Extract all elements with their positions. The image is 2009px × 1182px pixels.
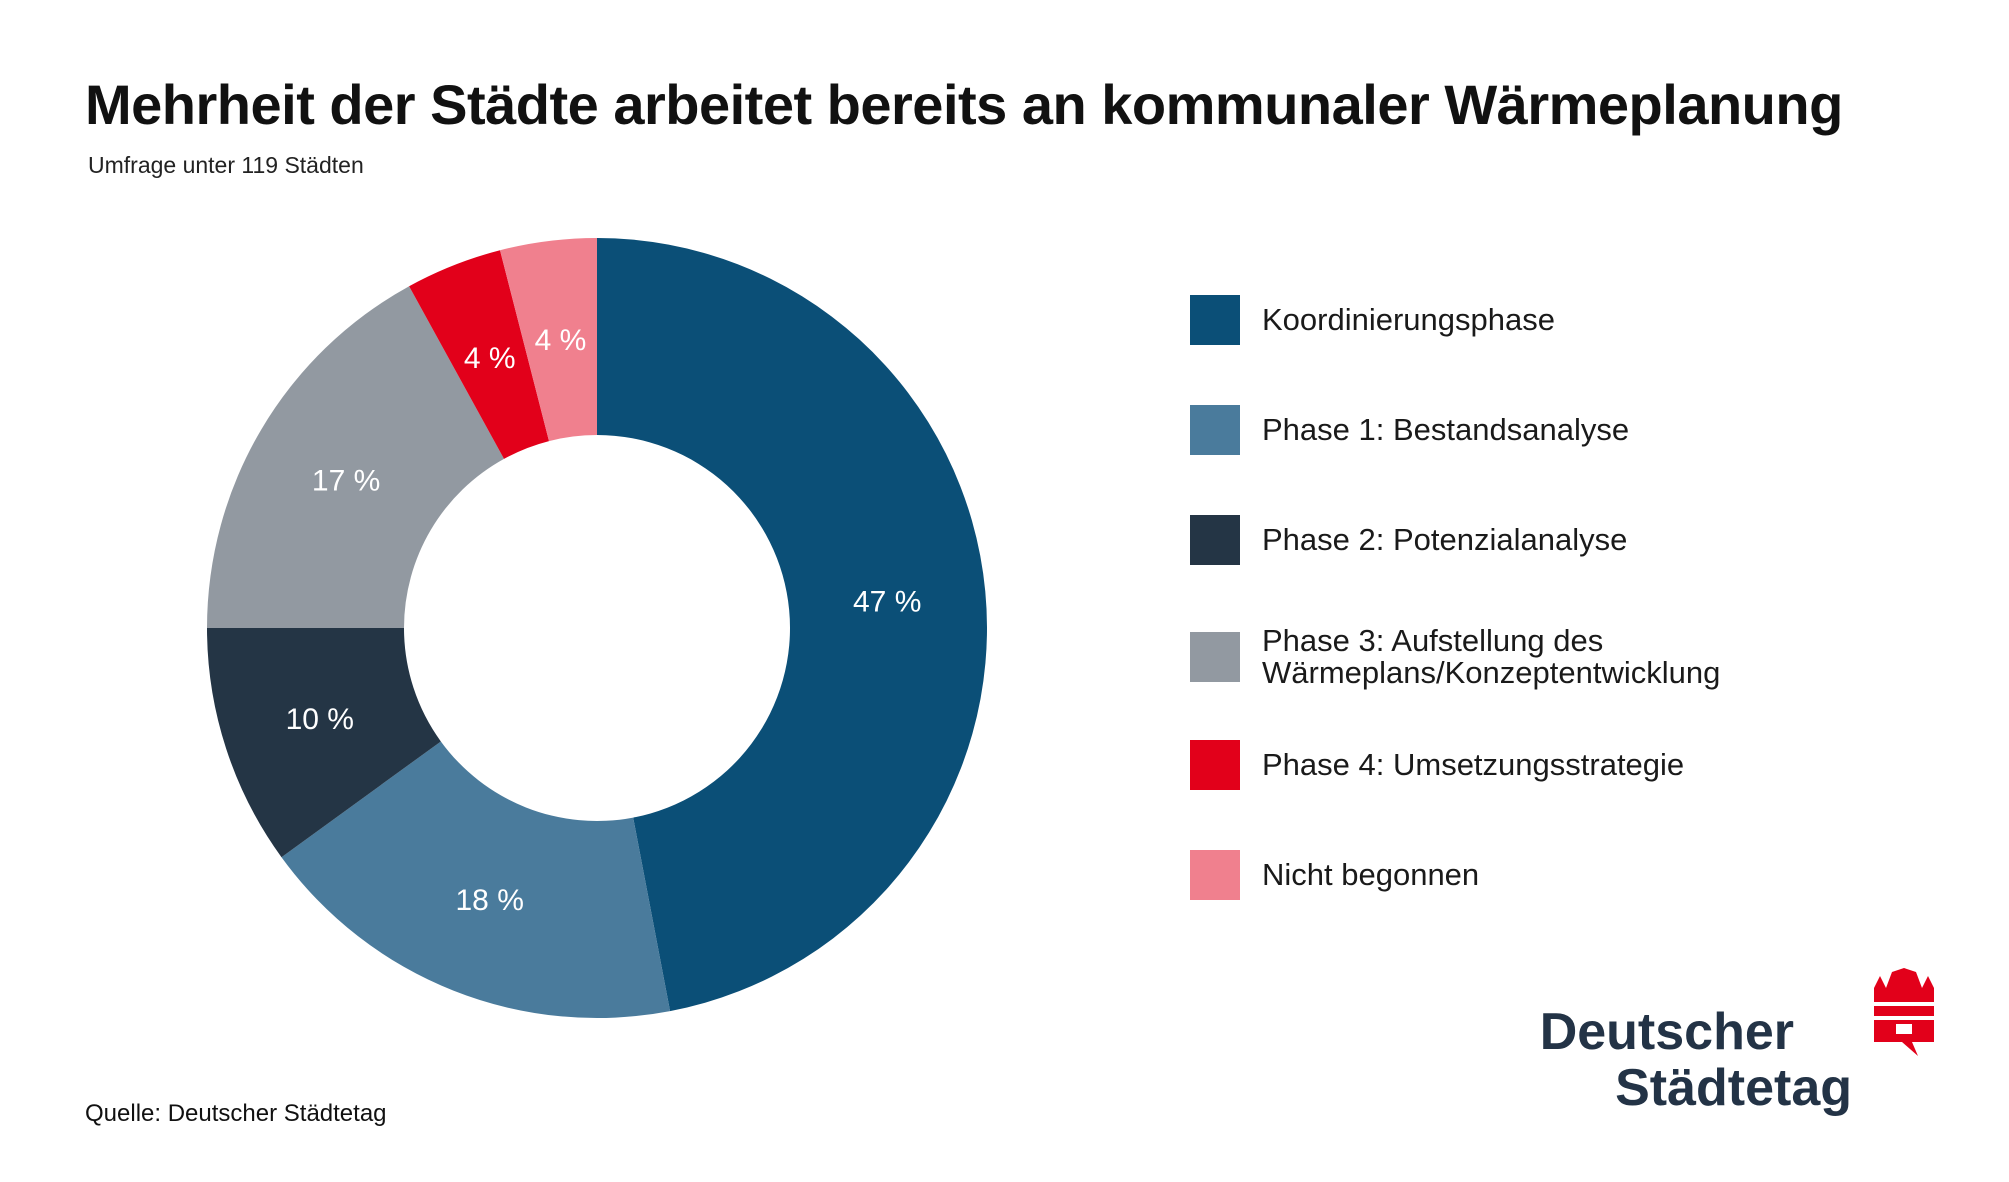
slice-label-1: 18 % xyxy=(455,884,523,917)
legend-swatch xyxy=(1190,405,1240,455)
slice-label-2: 10 % xyxy=(286,703,354,736)
slice-label-0: 47 % xyxy=(853,586,921,619)
donut-slice-5 xyxy=(500,238,597,442)
legend-swatch xyxy=(1190,515,1240,565)
donut-slice-0 xyxy=(597,238,988,1012)
legend-item-1: Phase 1: Bestandsanalyse xyxy=(1190,405,1629,455)
legend-item-0: Koordinierungsphase xyxy=(1190,295,1555,345)
slice-label-3: 17 % xyxy=(312,465,380,498)
donut-slice-3 xyxy=(207,286,505,628)
legend-label: Nicht begonnen xyxy=(1262,857,1480,892)
legend-swatch xyxy=(1190,295,1240,345)
city-emblem-icon xyxy=(1874,968,1934,1056)
logo-text-line1: Deutscher xyxy=(1539,1003,1794,1061)
legend-swatch xyxy=(1190,850,1240,900)
chart-title: Mehrheit der Städte arbeitet bereits an … xyxy=(85,73,1843,136)
legend-item-4: Phase 4: Umsetzungsstrategie xyxy=(1190,740,1684,790)
legend-item-2: Phase 2: Potenzialanalyse xyxy=(1190,515,1627,565)
deutscher-staedtetag-logo: Deutscher Städtetag xyxy=(1540,968,1940,1118)
legend-label: Phase 3: Aufstellung des Wärmeplans/Konz… xyxy=(1262,623,1721,690)
legend-label: Phase 2: Potenzialanalyse xyxy=(1262,522,1628,557)
legend-swatch xyxy=(1190,632,1240,682)
donut-data-labels: 47 % 18 % 10 % 17 % 4 % 4 % xyxy=(286,324,922,917)
legend-label: Phase 4: Umsetzungsstrategie xyxy=(1262,747,1685,782)
legend-swatch xyxy=(1190,740,1240,790)
legend-label: Koordinierungsphase xyxy=(1262,302,1555,337)
chart-subtitle: Umfrage unter 119 Städten xyxy=(88,152,364,178)
legend-item-3: Phase 3: Aufstellung des Wärmeplans/Konz… xyxy=(1190,625,1822,689)
donut-slice-4 xyxy=(409,250,550,459)
logo-text-line2: Städtetag xyxy=(1615,1059,1852,1117)
slice-label-5: 4 % xyxy=(535,324,587,357)
legend-item-5: Nicht begonnen xyxy=(1190,850,1479,900)
slice-label-4: 4 % xyxy=(464,342,516,375)
donut-slices xyxy=(207,238,988,1018)
legend-label: Phase 1: Bestandsanalyse xyxy=(1262,412,1630,447)
source-note: Quelle: Deutscher Städtetag xyxy=(85,1100,387,1127)
donut-slice-2 xyxy=(207,628,441,858)
donut-slice-1 xyxy=(281,741,671,1018)
